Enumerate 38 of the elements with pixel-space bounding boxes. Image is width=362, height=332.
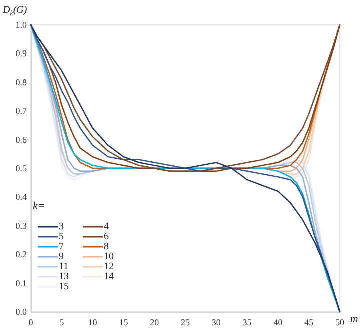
y-tick-label: 0.7 <box>16 106 28 116</box>
legend-label: 7 <box>59 242 64 252</box>
x-tick-label: 35 <box>242 318 252 328</box>
x-tick-label: 20 <box>150 318 160 328</box>
legend-label: 3 <box>59 222 64 232</box>
line-series <box>30 24 341 313</box>
legend-title: k= <box>33 200 46 212</box>
x-tick-label: 45 <box>304 318 314 328</box>
y-tick-label: 0.5 <box>16 164 28 174</box>
y-tick-label: 1.0 <box>16 20 28 30</box>
y-tick-label: 0.0 <box>16 307 28 317</box>
x-tick-label: 15 <box>119 318 129 328</box>
legend-label: 5 <box>59 232 64 242</box>
y-tick-label: 0.3 <box>16 220 28 231</box>
legend-label: 8 <box>104 242 109 252</box>
y-tick-label: 0.9 <box>16 48 28 59</box>
legend-label: 11 <box>59 262 69 272</box>
x-tick-label: 0 <box>28 318 34 328</box>
x-tick-label: 40 <box>274 318 284 328</box>
x-tick-label: 5 <box>60 318 65 328</box>
y-tick-label: 0.6 <box>16 134 28 145</box>
legend-label: 14 <box>104 272 114 282</box>
legend-label: 15 <box>59 282 69 292</box>
legend-label: 13 <box>59 272 69 282</box>
legend-label: 4 <box>104 222 109 232</box>
x-tick-label: 30 <box>212 318 222 328</box>
x-axis-title: m <box>350 314 358 326</box>
y-tick-label: 0.1 <box>16 278 27 288</box>
legend-label: 10 <box>104 252 114 262</box>
x-tick-label: 50 <box>336 318 345 328</box>
y-tick-label: 0.2 <box>16 250 27 260</box>
x-tick-label: 10 <box>88 318 98 328</box>
legend-label: 6 <box>104 232 109 242</box>
legend-label: 9 <box>59 252 64 262</box>
x-tick-label: 25 <box>181 318 190 328</box>
y-tick-label: 0.4 <box>16 192 28 202</box>
legend-label: 12 <box>104 262 114 272</box>
y-tick-label: 0.8 <box>16 77 28 88</box>
